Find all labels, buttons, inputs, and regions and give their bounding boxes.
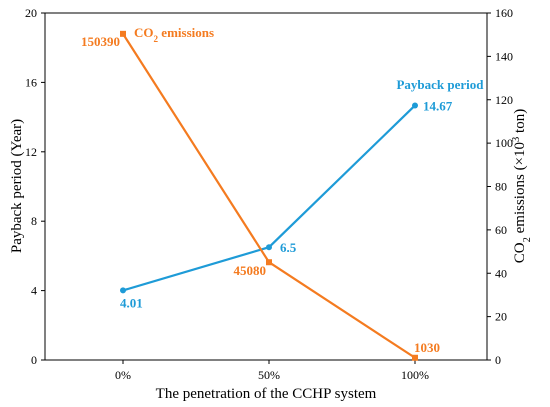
y-right-tick-label: 60: [495, 223, 507, 237]
y-right-tick-label: 0: [495, 353, 501, 367]
x-tick-label: 50%: [258, 368, 280, 382]
data-point: [266, 244, 272, 251]
data-label: 150390: [81, 34, 120, 49]
y-right-axis-title: CO2 emissions (×103 ton): [511, 109, 533, 263]
y-right-tick-label: 160: [495, 6, 513, 20]
data-point: [120, 30, 126, 37]
data-label: 4.01: [120, 295, 143, 310]
data-label: 14.67: [423, 98, 453, 113]
y-right-tick-label: 120: [495, 93, 513, 107]
y-right-tick-label: 20: [495, 310, 507, 324]
x-tick-label: 100%: [401, 368, 429, 382]
data-point: [266, 259, 272, 266]
x-tick-label: 0%: [115, 368, 131, 382]
y-right-tick-label: 100: [495, 136, 513, 150]
y-left-tick-label: 16: [25, 75, 37, 89]
data-point: [412, 354, 418, 361]
y-right-tick-label: 140: [495, 49, 513, 63]
y-left-tick-label: 20: [25, 6, 37, 20]
y-left-tick-label: 4: [31, 284, 37, 298]
y-left-tick-label: 12: [25, 145, 37, 159]
data-label: 45080: [234, 263, 267, 278]
y-right-tick-label: 40: [495, 266, 507, 280]
data-label: 1030: [414, 340, 440, 355]
data-point: [120, 287, 126, 294]
data-label: 6.5: [280, 240, 297, 255]
x-axis-title: The penetration of the CCHP system: [156, 386, 377, 402]
data-point: [412, 102, 418, 109]
y-left-tick-label: 8: [31, 214, 37, 228]
y-left-tick-label: 0: [31, 353, 37, 367]
y-left-axis-title: Payback period (Year): [9, 119, 25, 253]
series-label-co2: CO2 emissions: [134, 25, 214, 44]
y-right-tick-label: 80: [495, 180, 507, 194]
series-label-payback: Payback period: [396, 77, 484, 92]
